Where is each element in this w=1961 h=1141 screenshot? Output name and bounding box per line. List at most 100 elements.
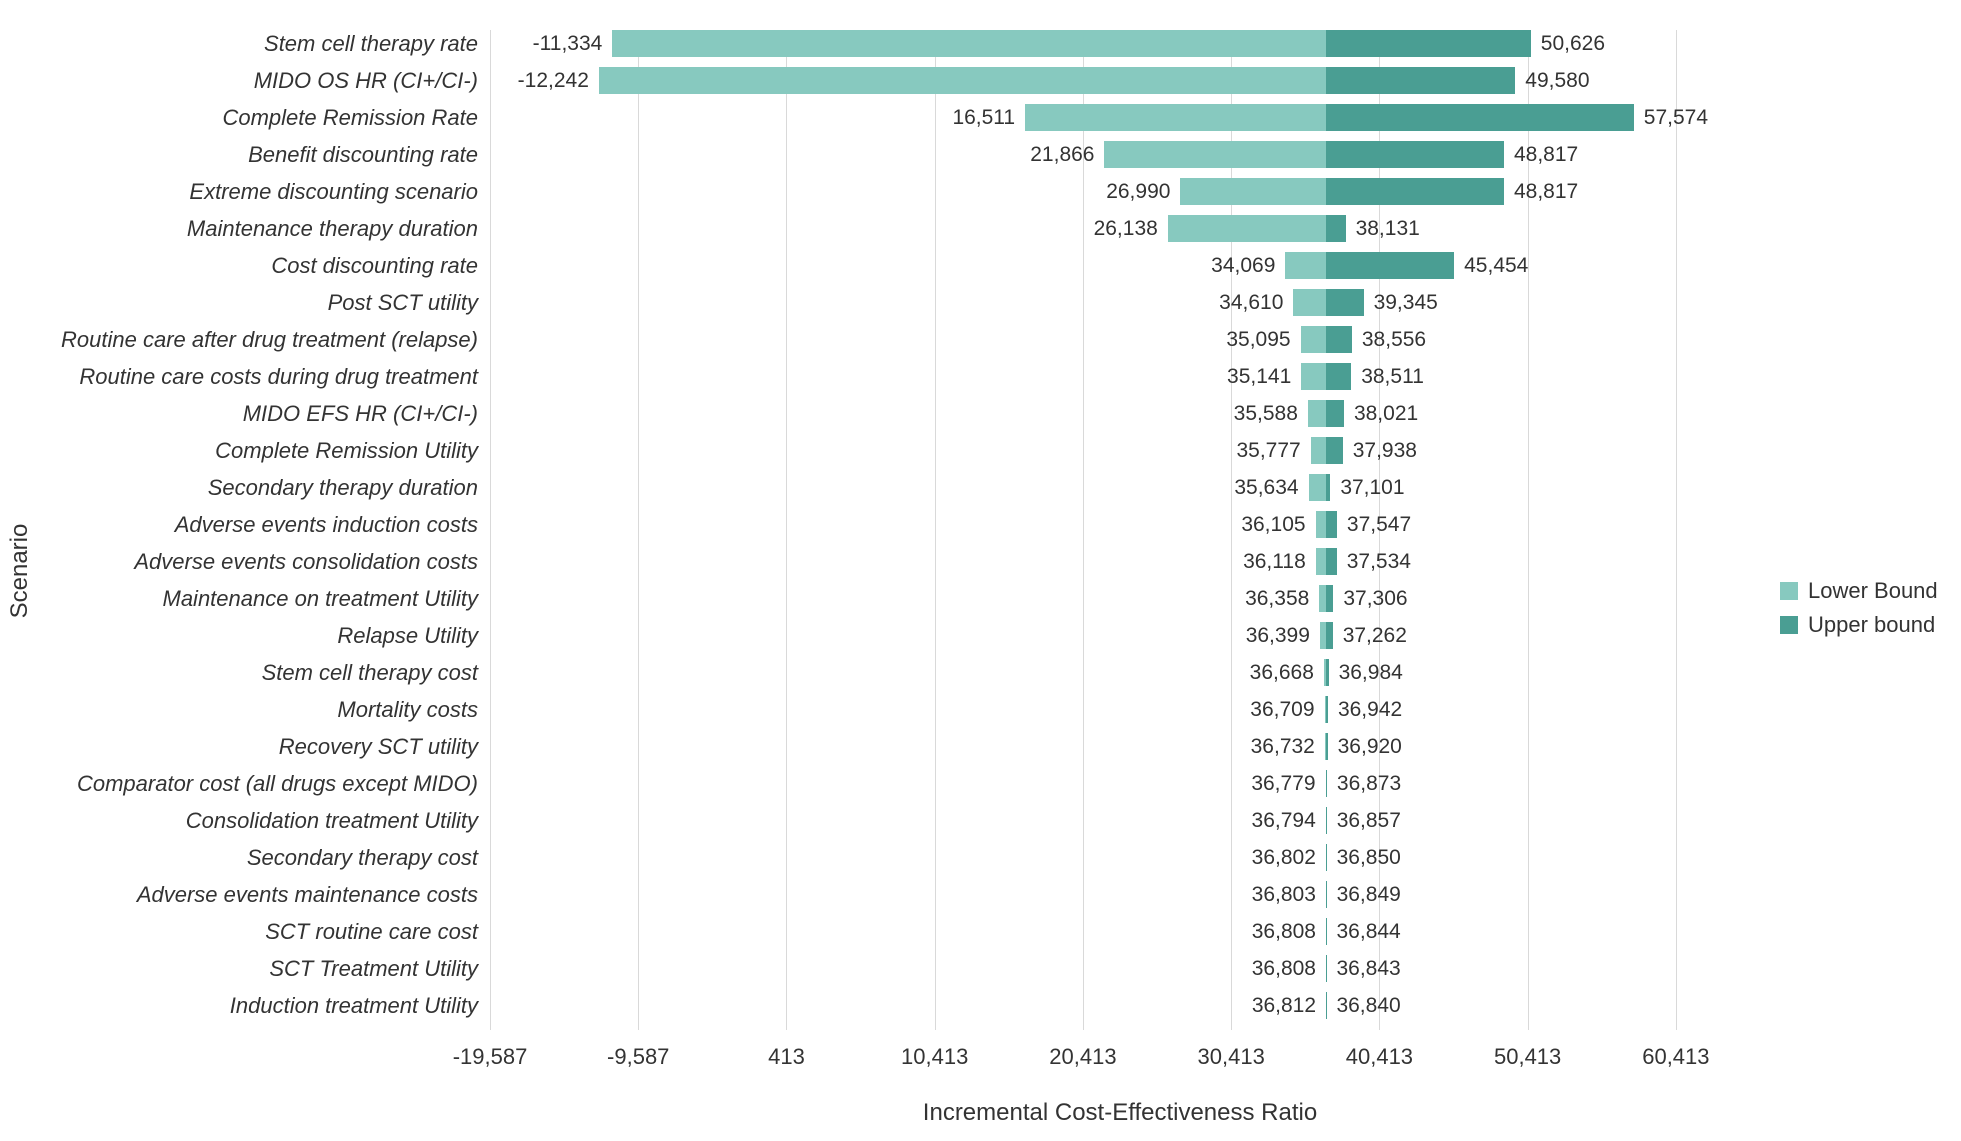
lower-value-label: 36,118 [1243, 550, 1306, 574]
lower-value-label: 36,808 [1252, 920, 1316, 944]
plot-area: -19,587-9,58741310,41320,41330,41340,413… [490, 30, 1750, 1030]
scenario-label: Relapse Utility [337, 623, 490, 649]
y-axis-title: Scenario [6, 523, 34, 618]
lower-value-label: 36,803 [1252, 883, 1316, 907]
scenario-label: Comparator cost (all drugs except MIDO) [77, 771, 490, 797]
upper-value-label: 37,306 [1343, 587, 1407, 611]
scenario-row: Benefit discounting rate21,86648,817 [490, 141, 1750, 168]
lower-bound-bar [599, 67, 1326, 94]
upper-bound-bar [1326, 511, 1337, 538]
lower-value-label: 36,802 [1252, 846, 1316, 870]
upper-value-label: 36,850 [1337, 846, 1401, 870]
scenario-label: Maintenance on treatment Utility [163, 586, 491, 612]
scenario-row: Stem cell therapy rate-11,33450,626 [490, 30, 1750, 57]
upper-value-label: 36,840 [1336, 994, 1400, 1018]
scenario-label: Secondary therapy cost [247, 845, 490, 871]
upper-value-label: 37,534 [1347, 550, 1411, 574]
legend-swatch [1780, 616, 1798, 634]
upper-bound-bar [1326, 67, 1515, 94]
upper-value-label: 36,873 [1337, 772, 1401, 796]
lower-value-label: 35,634 [1234, 476, 1298, 500]
scenario-row: Routine care after drug treatment (relap… [490, 326, 1750, 353]
lower-value-label: 35,588 [1234, 402, 1298, 426]
scenario-label: Benefit discounting rate [248, 142, 490, 168]
x-tick-label: -19,587 [453, 1044, 528, 1070]
scenario-row: Secondary therapy cost36,80236,850 [490, 844, 1750, 871]
scenario-label: MIDO EFS HR (CI+/CI-) [243, 401, 490, 427]
legend: Lower Bound Upper bound [1780, 570, 1938, 646]
scenario-row: Mortality costs36,70936,942 [490, 696, 1750, 723]
upper-bound-bar [1326, 326, 1352, 353]
lower-bound-bar [1285, 252, 1326, 279]
upper-value-label: 36,942 [1338, 698, 1402, 722]
upper-bound-bar [1326, 104, 1634, 131]
scenario-row: Recovery SCT utility36,73236,920 [490, 733, 1750, 760]
lower-bound-bar [1301, 363, 1326, 390]
scenario-label: Extreme discounting scenario [189, 179, 490, 205]
x-tick-label: 60,413 [1642, 1044, 1709, 1070]
lower-bound-bar [1316, 511, 1327, 538]
x-tick-label: 40,413 [1346, 1044, 1413, 1070]
scenario-label: Cost discounting rate [271, 253, 490, 279]
upper-bound-bar [1326, 437, 1342, 464]
upper-value-label: 48,817 [1514, 180, 1578, 204]
lower-value-label: 26,990 [1106, 180, 1170, 204]
legend-label: Upper bound [1808, 612, 1935, 638]
lower-bound-bar [1180, 178, 1326, 205]
upper-value-label: 45,454 [1464, 254, 1528, 278]
lower-value-label: 36,779 [1251, 772, 1315, 796]
scenario-label: Induction treatment Utility [230, 993, 490, 1019]
upper-value-label: 37,938 [1353, 439, 1417, 463]
legend-item: Lower Bound [1780, 578, 1938, 604]
upper-bound-bar [1326, 844, 1327, 871]
lower-value-label: -11,334 [533, 32, 603, 56]
upper-bound-bar [1326, 696, 1328, 723]
x-tick-label: -9,587 [607, 1044, 669, 1070]
scenario-row: Secondary therapy duration35,63437,101 [490, 474, 1750, 501]
upper-value-label: 36,984 [1339, 661, 1403, 685]
scenario-row: Maintenance on treatment Utility36,35837… [490, 585, 1750, 612]
upper-bound-bar [1326, 400, 1344, 427]
lower-value-label: 36,812 [1252, 994, 1316, 1018]
scenario-label: SCT routine care cost [265, 919, 490, 945]
lower-bound-bar [1319, 585, 1326, 612]
upper-value-label: 36,920 [1338, 735, 1402, 759]
upper-value-label: 37,547 [1347, 513, 1411, 537]
upper-value-label: 38,511 [1361, 365, 1424, 389]
lower-bound-bar [1168, 215, 1326, 242]
scenario-label: Stem cell therapy rate [264, 31, 490, 57]
upper-bound-bar [1326, 992, 1327, 1019]
upper-value-label: 37,262 [1343, 624, 1407, 648]
legend-label: Lower Bound [1808, 578, 1938, 604]
scenario-row: Relapse Utility36,39937,262 [490, 622, 1750, 649]
scenario-row: Adverse events maintenance costs36,80336… [490, 881, 1750, 908]
scenario-row: Maintenance therapy duration26,13838,131 [490, 215, 1750, 242]
lower-value-label: 36,732 [1251, 735, 1315, 759]
scenario-row: Consolidation treatment Utility36,79436,… [490, 807, 1750, 834]
x-tick-label: 10,413 [901, 1044, 968, 1070]
upper-bound-bar [1326, 807, 1327, 834]
upper-value-label: 39,345 [1374, 291, 1438, 315]
upper-bound-bar [1326, 770, 1327, 797]
upper-bound-bar [1326, 30, 1531, 57]
upper-bound-bar [1326, 955, 1327, 982]
scenario-row: Stem cell therapy cost36,66836,984 [490, 659, 1750, 686]
lower-bound-bar [1309, 474, 1327, 501]
scenario-row: MIDO OS HR (CI+/CI-)-12,24249,580 [490, 67, 1750, 94]
scenario-row: Adverse events induction costs36,10537,5… [490, 511, 1750, 538]
legend-item: Upper bound [1780, 612, 1938, 638]
scenario-row: Comparator cost (all drugs except MIDO)3… [490, 770, 1750, 797]
scenario-row: Cost discounting rate34,06945,454 [490, 252, 1750, 279]
lower-value-label: 35,095 [1226, 328, 1290, 352]
scenario-row: Post SCT utility34,61039,345 [490, 289, 1750, 316]
scenario-label: Adverse events consolidation costs [134, 549, 490, 575]
scenario-row: Induction treatment Utility36,81236,840 [490, 992, 1750, 1019]
scenario-label: SCT Treatment Utility [269, 956, 490, 982]
upper-value-label: 36,857 [1337, 809, 1401, 833]
x-tick-label: 20,413 [1049, 1044, 1116, 1070]
lower-value-label: 36,794 [1252, 809, 1316, 833]
upper-bound-bar [1326, 659, 1328, 686]
upper-bound-bar [1326, 252, 1454, 279]
lower-value-label: 34,069 [1211, 254, 1275, 278]
upper-value-label: 36,849 [1337, 883, 1401, 907]
